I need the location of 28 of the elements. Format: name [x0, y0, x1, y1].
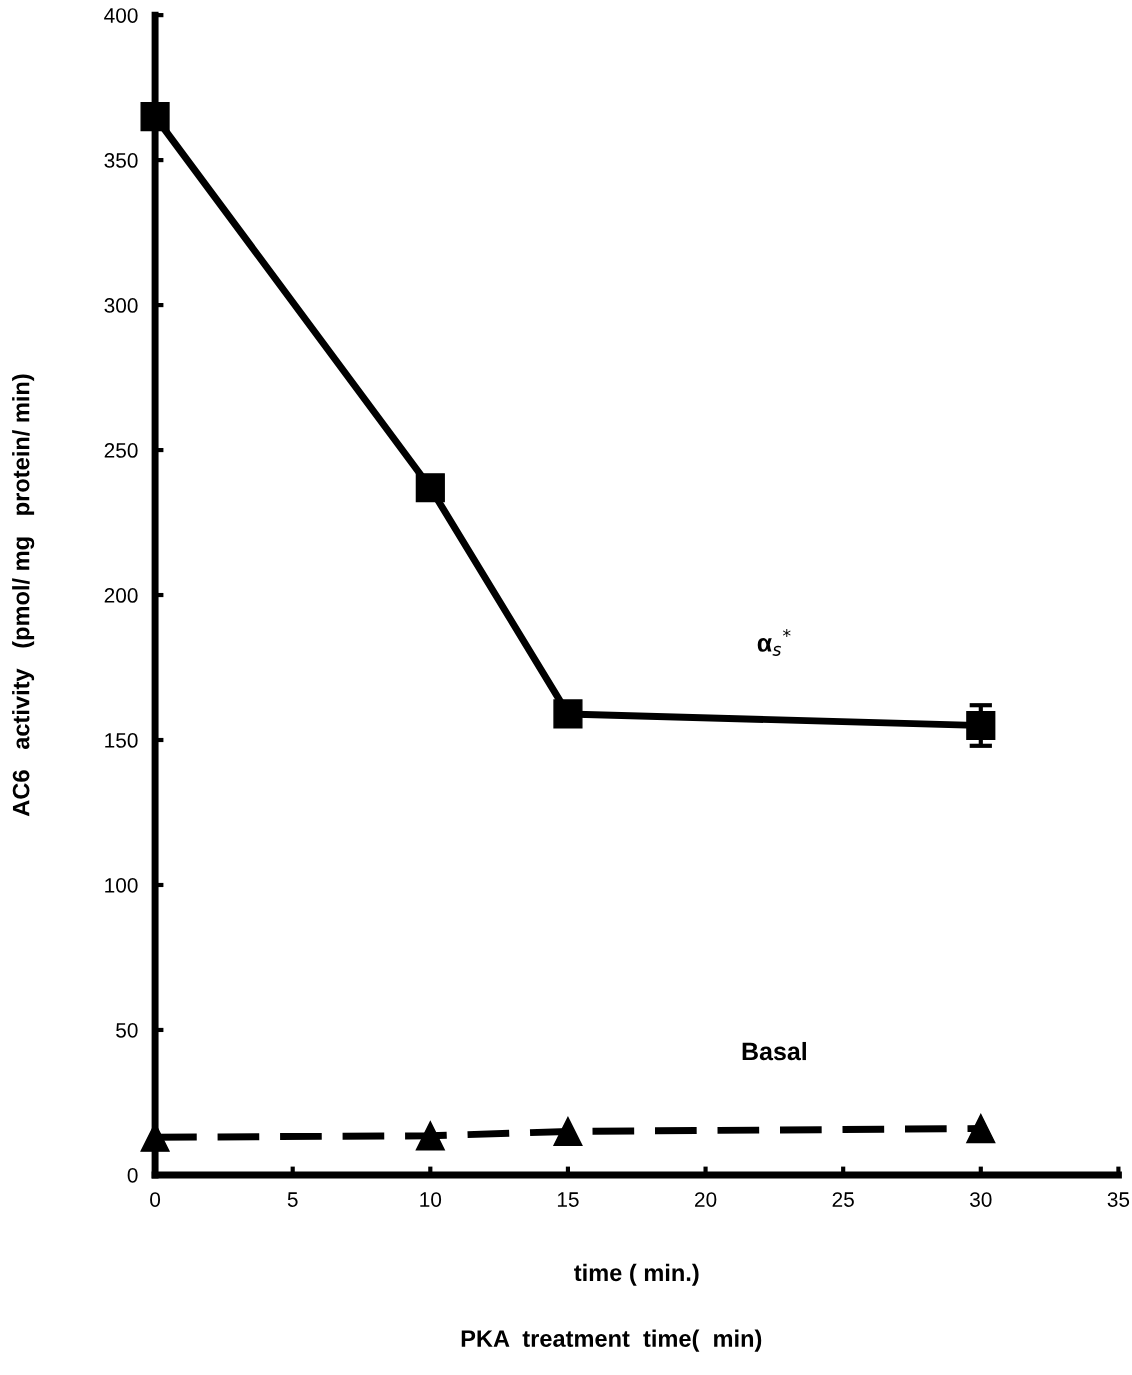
y-tick-label: 400	[104, 8, 138, 23]
y-axis-title: AC6 activity (pmol/ mg protein/ min)	[12, 374, 35, 817]
y-tick-label: 200	[104, 588, 138, 603]
x-tick-label: 20	[695, 1192, 717, 1207]
x-tick-label: 15	[557, 1192, 579, 1207]
y-tick-label: 50	[116, 1022, 138, 1038]
text: Basal	[742, 1041, 806, 1061]
point	[966, 1113, 996, 1144]
x-tick-label: 10	[420, 1192, 442, 1207]
text: α$_{s}$$^{*}$	[757, 629, 791, 656]
x-tick-label: 0	[150, 1192, 161, 1207]
x-tick-label: 30	[970, 1192, 992, 1207]
text: PKA treatment time( min)	[461, 1329, 762, 1352]
y-tick-label: 350	[104, 153, 138, 168]
y-tick-label: 300	[104, 298, 138, 313]
point	[553, 1116, 583, 1147]
point	[415, 1121, 445, 1151]
x-tick-label: 5	[287, 1192, 298, 1207]
point	[415, 473, 445, 503]
y-tick-label: 150	[105, 733, 138, 748]
y-tick-label: 0	[127, 1167, 138, 1183]
point	[553, 699, 583, 729]
x-tick-label: 25	[832, 1192, 854, 1207]
x-axis-title: time ( min.)	[574, 1263, 699, 1286]
y-tick-label: 250	[104, 443, 138, 458]
y-tick-label: 100	[105, 877, 138, 893]
x-tick-label: 35	[1107, 1192, 1130, 1207]
point	[140, 102, 170, 132]
